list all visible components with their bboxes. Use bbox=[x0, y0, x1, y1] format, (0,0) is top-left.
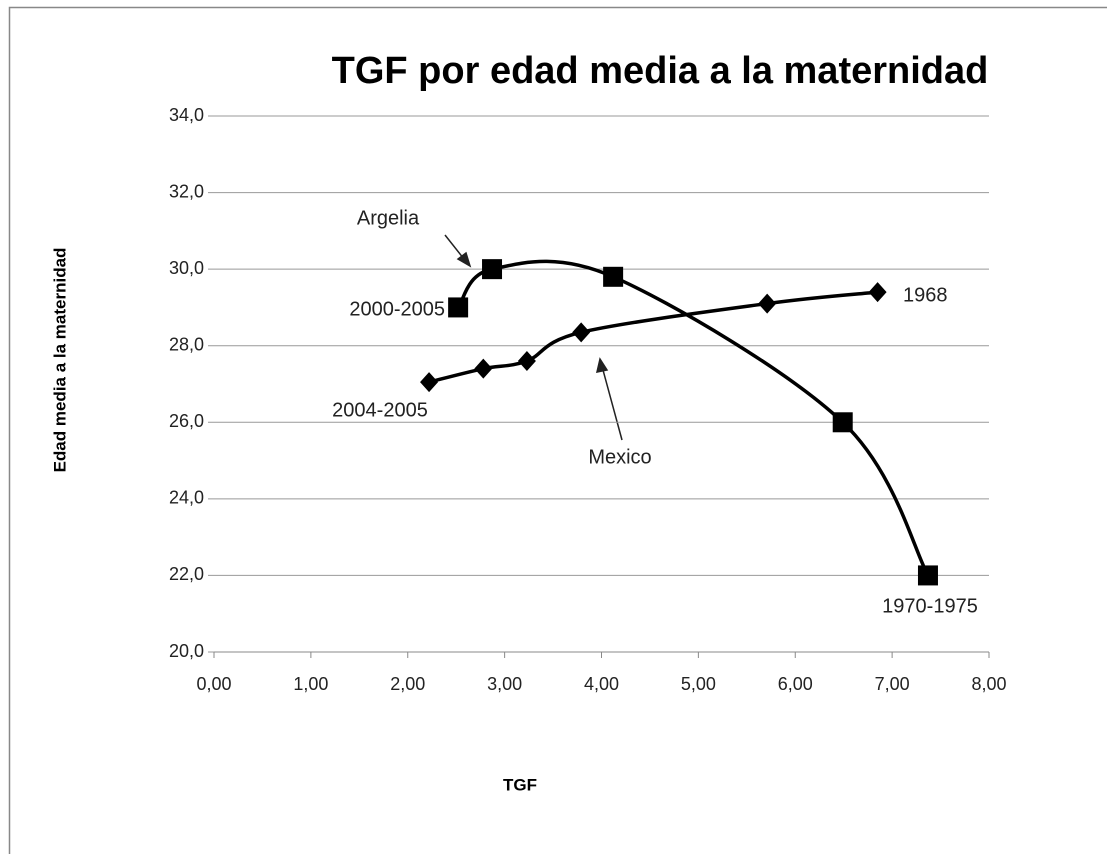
y-tick-label: 34,0 bbox=[169, 105, 204, 125]
arrowhead bbox=[596, 357, 609, 373]
annotation: 1968 bbox=[903, 284, 948, 306]
point bbox=[517, 351, 536, 372]
chart-title: TGF por edad media a la maternidad bbox=[332, 50, 989, 92]
point bbox=[832, 412, 853, 433]
y-axis-label: Edad media a la maternidad bbox=[50, 248, 69, 473]
point bbox=[758, 293, 777, 314]
point bbox=[603, 266, 624, 287]
x-axis-label: TGF bbox=[503, 775, 537, 794]
point bbox=[448, 297, 469, 318]
x-tick-label: 1,00 bbox=[293, 674, 328, 694]
x-tick-label: 5,00 bbox=[681, 674, 716, 694]
point bbox=[474, 358, 493, 379]
point bbox=[868, 282, 887, 303]
x-tick-label: 4,00 bbox=[584, 674, 619, 694]
arrows bbox=[444, 234, 623, 441]
x-tick-label: 3,00 bbox=[487, 674, 522, 694]
y-tick-label: 26,0 bbox=[169, 411, 204, 431]
point bbox=[917, 565, 938, 586]
point bbox=[482, 259, 503, 280]
x-tick-label: 8,00 bbox=[971, 674, 1006, 694]
annotation: 2004-2005 bbox=[332, 399, 428, 421]
x-tick-label: 7,00 bbox=[875, 674, 910, 694]
point bbox=[572, 322, 591, 343]
x-tick-label: 6,00 bbox=[778, 674, 813, 694]
chart-frame bbox=[8, 6, 1107, 854]
arrow bbox=[602, 369, 623, 441]
y-tick-label: 28,0 bbox=[169, 334, 204, 354]
y-tick-label: 30,0 bbox=[169, 258, 204, 278]
y-tick-label: 20,0 bbox=[169, 641, 204, 661]
y-tick-label: 24,0 bbox=[169, 488, 204, 508]
y-tick-label: 32,0 bbox=[169, 181, 204, 201]
annotation: 2000-2005 bbox=[349, 298, 445, 320]
annotation: 1970-1975 bbox=[882, 595, 978, 617]
y-tick-label: 22,0 bbox=[169, 564, 204, 584]
x-tick-label: 0,00 bbox=[196, 674, 231, 694]
series-label: Argelia bbox=[357, 207, 420, 229]
arrow bbox=[444, 234, 465, 260]
series-label: Mexico bbox=[588, 446, 651, 468]
arrowhead bbox=[456, 251, 472, 268]
point bbox=[420, 372, 439, 393]
x-tick-label: 2,00 bbox=[390, 674, 425, 694]
